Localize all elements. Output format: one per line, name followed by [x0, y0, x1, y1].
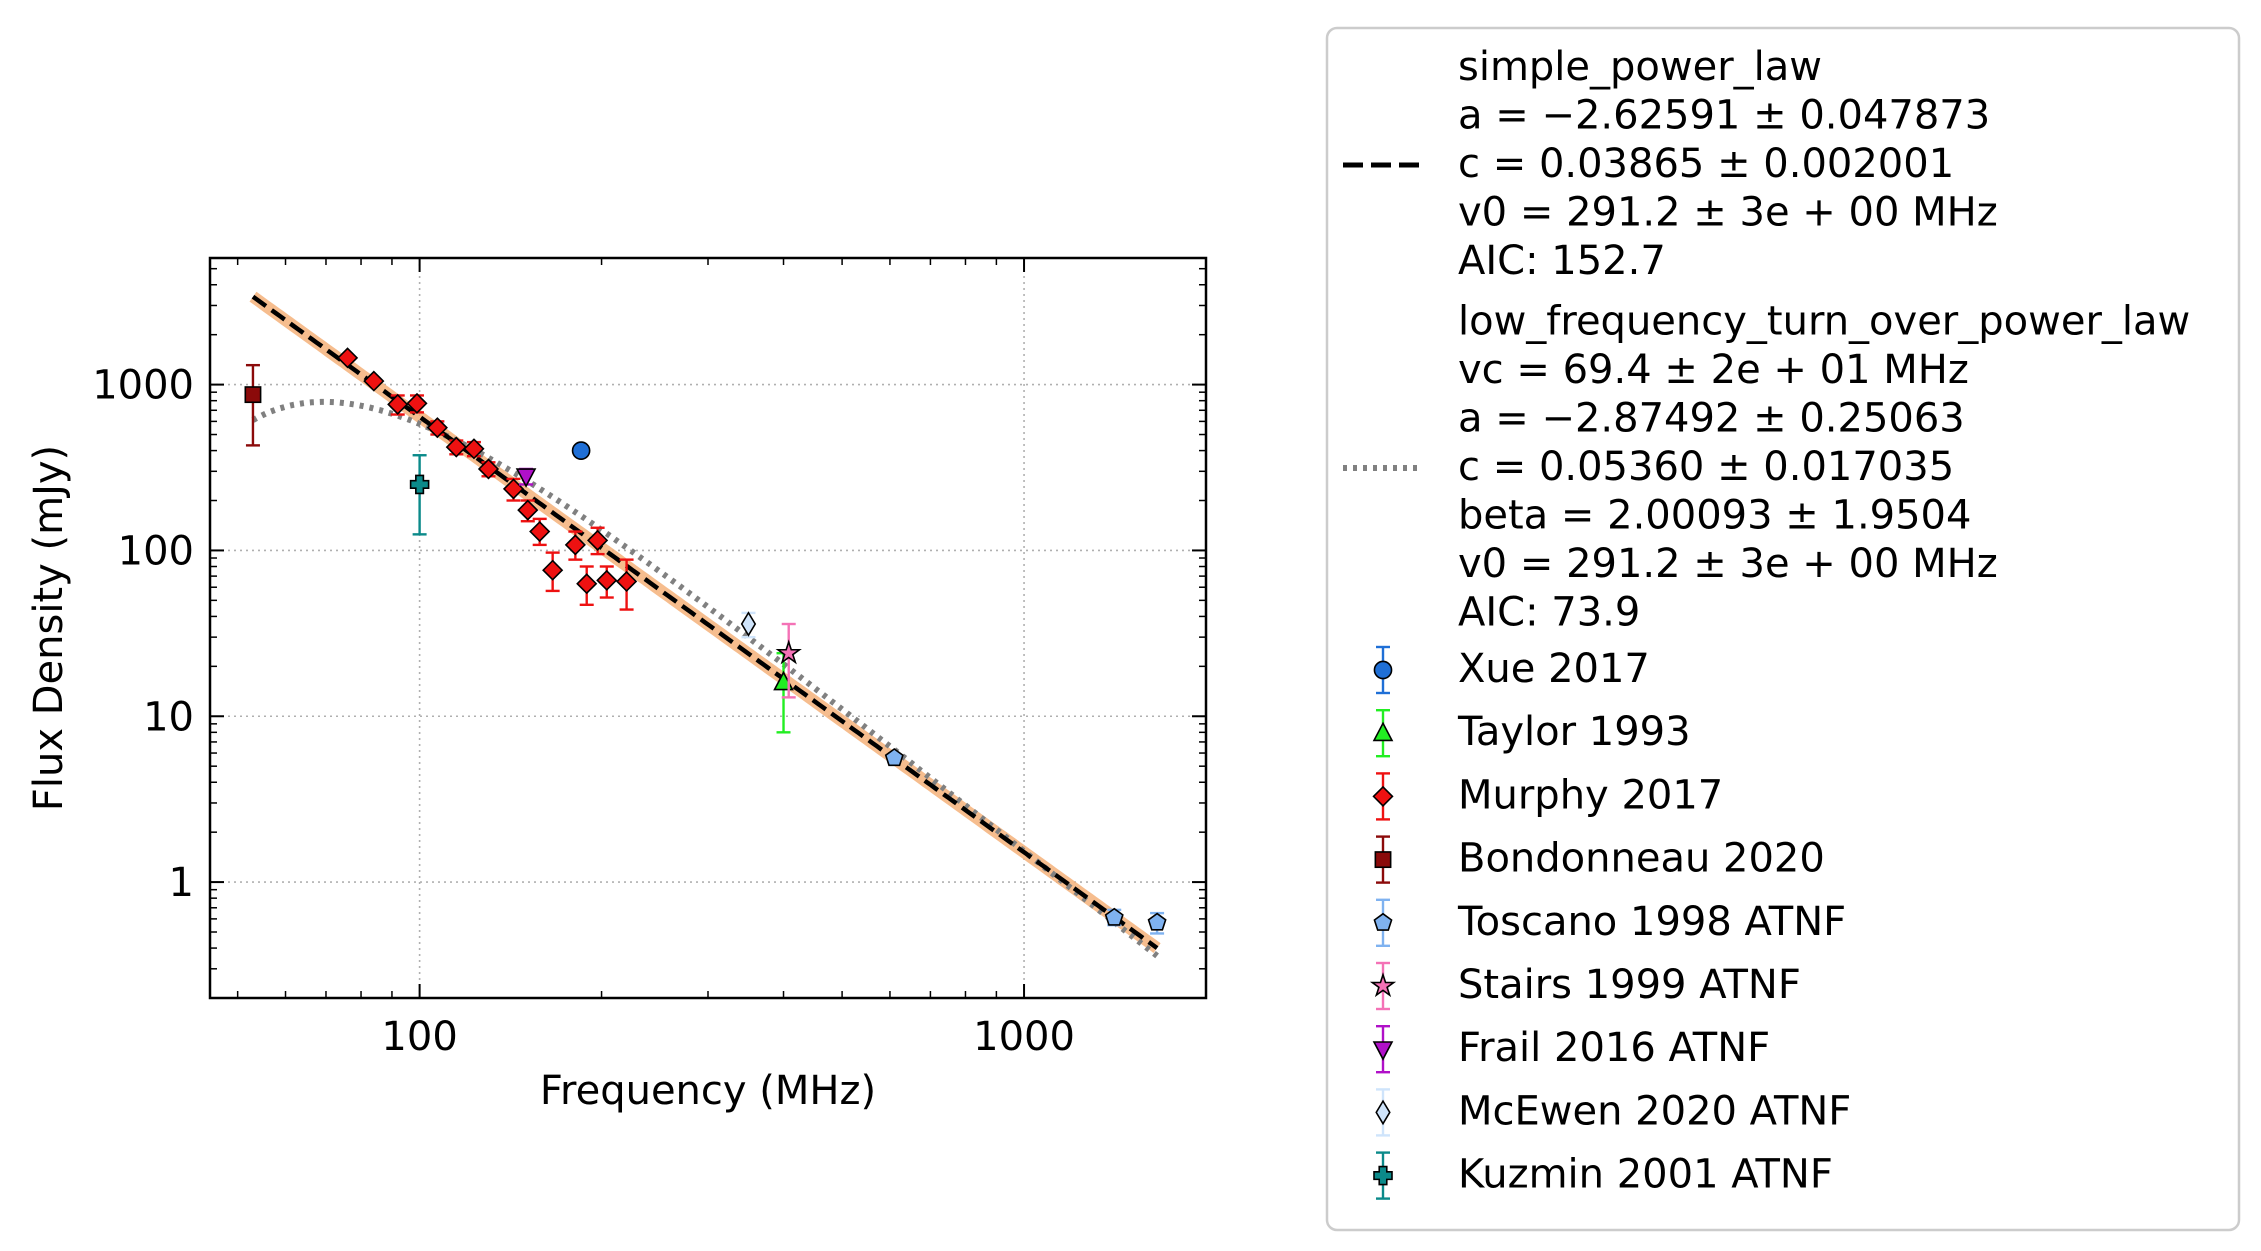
legend-fit-text: beta = 2.00093 ± 1.9504	[1458, 493, 1971, 539]
x-axis-label: Frequency (MHz)	[540, 1068, 876, 1114]
legend-fit-text: v0 = 291.2 ± 3e + 00 MHz	[1458, 190, 1998, 236]
data-point	[426, 417, 448, 439]
legend-series-label: Frail 2016 ATNF	[1458, 1025, 1770, 1071]
legend-fit-text: v0 = 291.2 ± 3e + 00 MHz	[1458, 541, 1998, 587]
legend-marker	[1372, 721, 1394, 742]
y-tick-label: 1	[169, 860, 194, 906]
data-point	[1147, 912, 1167, 931]
data-point	[477, 458, 500, 480]
y-tick-label: 10	[143, 694, 194, 740]
legend-fit-text: c = 0.05360 ± 0.017035	[1458, 444, 1954, 490]
data-point	[616, 570, 638, 593]
series-7	[740, 611, 757, 639]
data-point	[740, 611, 757, 637]
grid-lines	[210, 258, 1206, 998]
legend-marker	[1374, 851, 1392, 869]
legend-fit-text: low_frequency_turn_over_power_law	[1458, 299, 2190, 345]
legend-series-label: Xue 2017	[1458, 646, 1650, 692]
x-tick-label: 100	[381, 1014, 457, 1060]
legend-fit-text: AIC: 73.9	[1458, 590, 1640, 636]
data-point	[363, 370, 385, 392]
axis-ticks: 100 1000 1 10 100 1000	[92, 258, 1206, 1060]
legend-box	[1325, 26, 2241, 1232]
series-4	[884, 748, 1167, 935]
legend-series-label: Taylor 1993	[1457, 709, 1691, 755]
legend-fit-text: a = −2.62591 ± 0.047873	[1458, 93, 1990, 139]
legend-marker	[1369, 972, 1397, 998]
legend-fit-text: AIC: 152.7	[1458, 238, 1666, 284]
legend-marker	[1375, 1099, 1391, 1126]
legend-series-label: Toscano 1998 ATNF	[1457, 899, 1846, 945]
data-points	[244, 347, 1167, 935]
data-point	[1104, 907, 1124, 926]
data-point	[529, 520, 551, 543]
data-point	[445, 436, 467, 458]
legend-fit-text: a = −2.87492 ± 0.25063	[1458, 396, 1965, 442]
data-point	[463, 438, 485, 460]
spl-fit-line	[251, 294, 1159, 950]
lfto-fit-line	[251, 398, 1159, 959]
data-point	[387, 393, 409, 415]
legend-series-label: Bondonneau 2020	[1458, 836, 1825, 882]
legend-marker	[1373, 660, 1393, 680]
fit-curves	[249, 291, 1161, 959]
data-point	[775, 639, 802, 665]
x-tick-label: 1000	[973, 1014, 1075, 1060]
data-point	[409, 474, 430, 495]
y-tick-label: 100	[118, 528, 194, 574]
series-8	[409, 454, 430, 536]
data-point	[336, 347, 359, 369]
data-point	[576, 573, 598, 595]
legend-series-label: Stairs 1999 ATNF	[1458, 962, 1801, 1008]
legend-series-label: Murphy 2017	[1458, 772, 1723, 818]
data-point	[587, 529, 609, 551]
legend-marker	[1373, 912, 1393, 931]
data-point	[542, 559, 564, 581]
data-point	[564, 534, 586, 556]
legend-marker	[1372, 785, 1394, 807]
legend-series-label: Kuzmin 2001 ATNF	[1458, 1152, 1833, 1198]
data-point	[515, 468, 537, 488]
legend-fit-text: c = 0.03865 ± 0.002001	[1458, 141, 1954, 187]
series-3	[244, 363, 262, 447]
data-point	[571, 441, 591, 460]
legend-marker	[1373, 1165, 1393, 1186]
data-point	[596, 569, 618, 591]
series-5	[775, 622, 802, 699]
legend-series-label: McEwen 2020 ATNF	[1458, 1088, 1851, 1134]
y-axis-label: Flux Density (mJy)	[26, 445, 72, 811]
legend-fit-text: vc = 69.4 ± 2e + 01 MHz	[1458, 347, 1969, 393]
series-0	[571, 441, 591, 460]
data-point	[406, 392, 428, 415]
series-2	[336, 347, 638, 611]
data-point	[517, 499, 539, 521]
y-tick-label: 1000	[92, 363, 194, 409]
data-point	[502, 478, 525, 500]
legend-fit-text: simple_power_law	[1458, 44, 1822, 90]
series-6	[515, 467, 537, 488]
data-point	[244, 386, 262, 404]
data-point	[884, 748, 904, 767]
legend-marker	[1372, 1041, 1394, 1061]
